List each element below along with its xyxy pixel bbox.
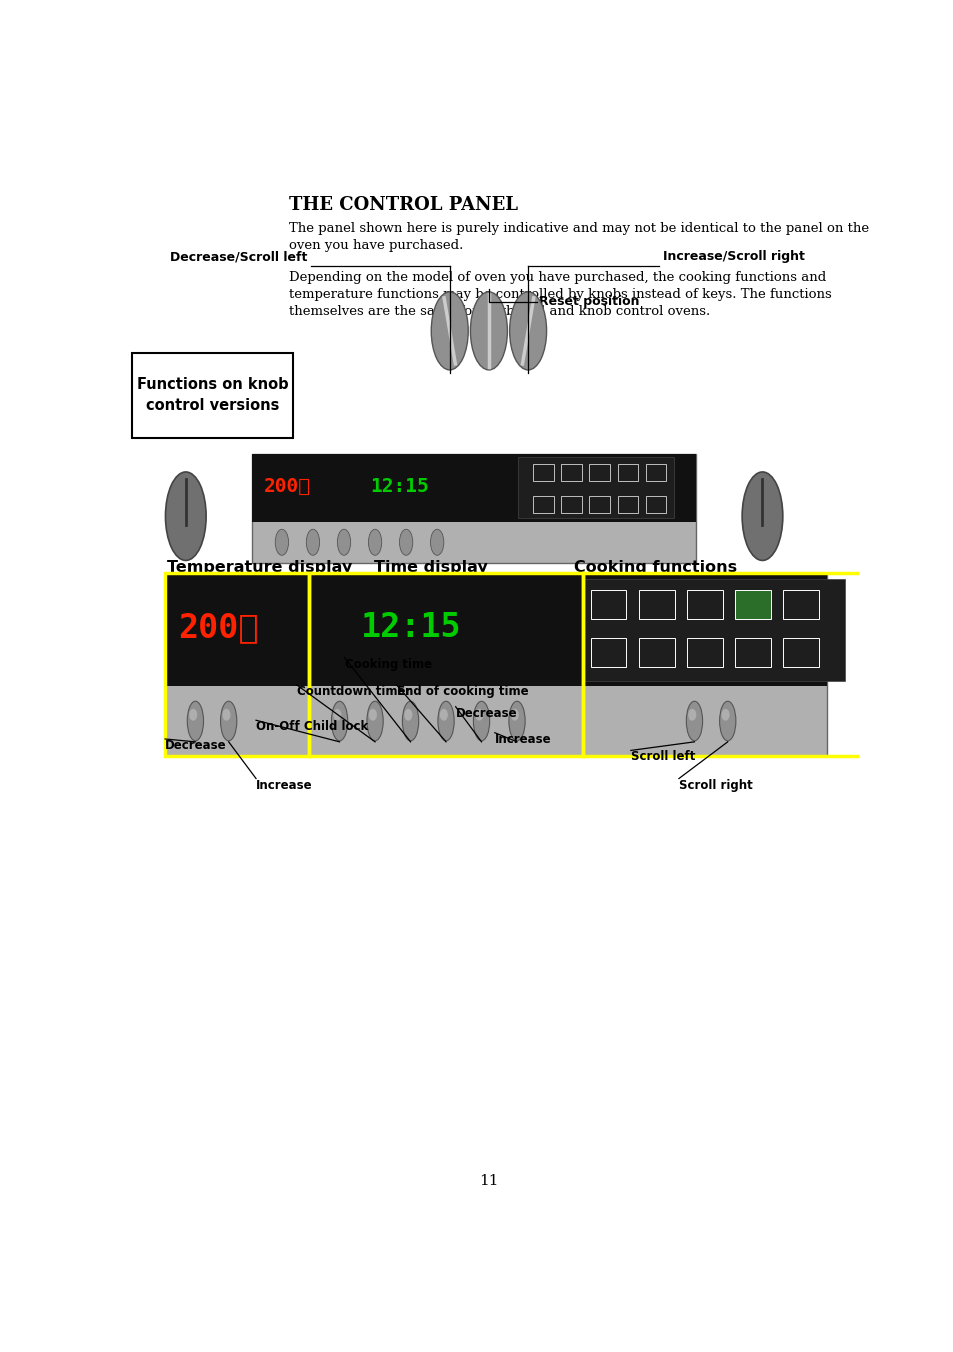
Ellipse shape xyxy=(337,529,351,556)
FancyBboxPatch shape xyxy=(589,465,610,481)
Text: Decrease/Scroll left: Decrease/Scroll left xyxy=(171,250,308,264)
FancyBboxPatch shape xyxy=(617,465,638,481)
Text: 200℃: 200℃ xyxy=(263,477,310,496)
Text: Functions on knob
control versions: Functions on knob control versions xyxy=(136,377,288,414)
Text: Countdown timer: Countdown timer xyxy=(296,685,411,698)
Ellipse shape xyxy=(368,529,381,556)
FancyBboxPatch shape xyxy=(518,457,673,518)
FancyBboxPatch shape xyxy=(686,638,721,667)
FancyBboxPatch shape xyxy=(252,454,696,522)
FancyBboxPatch shape xyxy=(735,589,770,619)
Ellipse shape xyxy=(367,702,383,741)
Ellipse shape xyxy=(439,708,447,721)
Ellipse shape xyxy=(404,708,412,721)
FancyBboxPatch shape xyxy=(132,353,293,438)
Ellipse shape xyxy=(331,702,347,741)
FancyBboxPatch shape xyxy=(735,638,770,667)
Text: Increase/Scroll right: Increase/Scroll right xyxy=(662,250,803,264)
FancyBboxPatch shape xyxy=(252,454,696,562)
Ellipse shape xyxy=(437,702,454,741)
Ellipse shape xyxy=(402,702,418,741)
Text: 200℃: 200℃ xyxy=(178,611,258,644)
Text: End of cooking time: End of cooking time xyxy=(396,685,528,698)
Text: On-Off Child lock: On-Off Child lock xyxy=(255,721,368,733)
FancyBboxPatch shape xyxy=(533,496,554,512)
FancyBboxPatch shape xyxy=(645,465,666,481)
Text: THE CONTROL PANEL: THE CONTROL PANEL xyxy=(289,196,517,214)
Ellipse shape xyxy=(719,702,735,741)
FancyBboxPatch shape xyxy=(590,638,626,667)
Ellipse shape xyxy=(687,708,696,721)
Ellipse shape xyxy=(470,292,507,370)
FancyBboxPatch shape xyxy=(617,496,638,512)
Ellipse shape xyxy=(220,702,236,741)
Text: Depending on the model of oven you have purchased, the cooking functions and
tem: Depending on the model of oven you have … xyxy=(289,270,831,318)
Ellipse shape xyxy=(222,708,231,721)
Text: Cooking time: Cooking time xyxy=(344,658,432,671)
Ellipse shape xyxy=(333,708,341,721)
Text: Increase: Increase xyxy=(255,779,313,791)
Ellipse shape xyxy=(369,708,376,721)
FancyBboxPatch shape xyxy=(590,589,626,619)
Ellipse shape xyxy=(475,708,483,721)
Ellipse shape xyxy=(473,702,489,741)
Text: Decrease: Decrease xyxy=(456,707,517,719)
FancyBboxPatch shape xyxy=(782,589,818,619)
Ellipse shape xyxy=(275,529,288,556)
Ellipse shape xyxy=(720,708,729,721)
Text: Reset position: Reset position xyxy=(538,295,639,308)
Ellipse shape xyxy=(508,702,524,741)
FancyBboxPatch shape xyxy=(645,496,666,512)
Text: Decrease: Decrease xyxy=(165,740,227,752)
Ellipse shape xyxy=(431,292,468,370)
Text: The panel shown here is purely indicative and may not be identical to the panel : The panel shown here is purely indicativ… xyxy=(289,222,868,251)
FancyBboxPatch shape xyxy=(589,496,610,512)
Text: Temperature display: Temperature display xyxy=(167,560,353,575)
Ellipse shape xyxy=(189,708,197,721)
Ellipse shape xyxy=(685,702,701,741)
FancyBboxPatch shape xyxy=(639,638,674,667)
Text: Scroll left: Scroll left xyxy=(630,750,695,764)
Ellipse shape xyxy=(187,702,203,741)
Text: Time display: Time display xyxy=(374,560,488,575)
Ellipse shape xyxy=(510,708,518,721)
Text: Scroll right: Scroll right xyxy=(679,779,752,791)
Text: Increase: Increase xyxy=(495,733,551,746)
Ellipse shape xyxy=(509,292,546,370)
FancyBboxPatch shape xyxy=(165,573,826,687)
FancyBboxPatch shape xyxy=(533,465,554,481)
FancyBboxPatch shape xyxy=(582,579,844,681)
Ellipse shape xyxy=(165,472,206,561)
Text: 11: 11 xyxy=(478,1174,498,1187)
FancyBboxPatch shape xyxy=(165,573,826,756)
FancyBboxPatch shape xyxy=(686,589,721,619)
FancyBboxPatch shape xyxy=(560,465,581,481)
Ellipse shape xyxy=(399,529,413,556)
Ellipse shape xyxy=(741,472,782,561)
Ellipse shape xyxy=(306,529,319,556)
Text: 12:15: 12:15 xyxy=(370,477,429,496)
Text: 12:15: 12:15 xyxy=(360,611,461,644)
FancyBboxPatch shape xyxy=(560,496,581,512)
Text: Cooking functions: Cooking functions xyxy=(574,560,737,575)
Ellipse shape xyxy=(430,529,443,556)
FancyBboxPatch shape xyxy=(639,589,674,619)
FancyBboxPatch shape xyxy=(782,638,818,667)
